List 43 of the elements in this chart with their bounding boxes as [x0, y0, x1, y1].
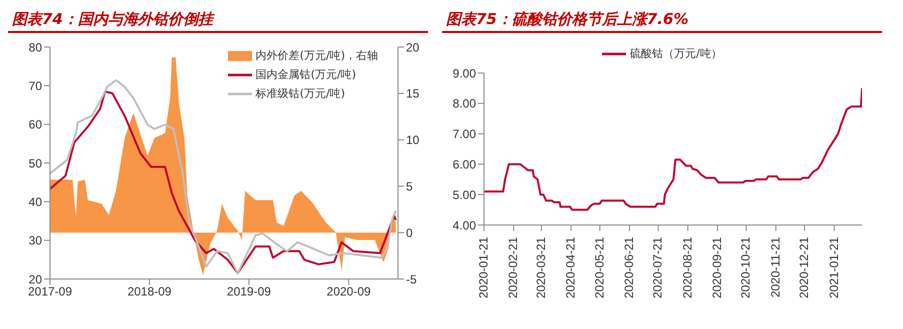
y-tick-label: 8.00	[452, 96, 476, 111]
x-tick-label: 2020-07-21	[650, 236, 665, 298]
legend-label: 国内金属钴(万元/吨)	[256, 67, 356, 82]
x-tick-label: 2020-10-21	[738, 236, 753, 298]
chart-title: 图表75：硫酸钴价格节后上涨7.6%	[442, 8, 882, 33]
legend-label: 内外价差(万元/吨)，右轴	[256, 48, 378, 63]
y-tick-label: 20	[28, 272, 42, 286]
legend-label: 硫酸钴（万元/吨）	[630, 46, 722, 61]
y2-tick-label: 5	[406, 179, 413, 194]
y2-tick-label: 20	[406, 40, 420, 54]
y-tick-label: 4.00	[452, 218, 476, 232]
legend-label: 标准级钴(万元/吨)	[256, 86, 345, 101]
x-tick-label: 2020-06-21	[622, 236, 636, 298]
y-tick-label: 70	[28, 78, 42, 93]
x-tick-label: 2018-09	[127, 284, 172, 299]
x-tick-label: 2020-02-21	[506, 236, 520, 298]
y-tick-label: 30	[28, 234, 42, 248]
x-tick-label: 2021-01-21	[826, 236, 841, 298]
chart-title: 图表74：国内与海外钴价倒挂	[8, 8, 428, 33]
y-tick-label: 5.00	[452, 188, 476, 202]
x-tick-label: 2020-08-21	[680, 236, 694, 298]
y-tick-label: 9.00	[452, 66, 476, 80]
x-tick-label: 2020-09	[326, 284, 372, 299]
x-tick-label: 2019-09	[226, 284, 272, 299]
y-tick-label: 40	[28, 194, 42, 209]
x-tick-label: 2020-05-21	[592, 236, 606, 298]
x-tick-label: 2020-01-21	[476, 236, 491, 298]
y2-tick-label: -5	[406, 272, 417, 286]
x-tick-label: 2020-03-21	[534, 236, 548, 298]
line-series	[484, 87, 862, 211]
y-tick-label: 6.00	[452, 157, 476, 172]
y2-tick-label: 15	[406, 86, 420, 101]
y2-tick-label: 0	[406, 226, 413, 240]
x-tick-label: 2017-09	[28, 284, 72, 299]
y2-tick-label: 10	[406, 133, 420, 148]
y-tick-label: 50	[28, 156, 42, 170]
y-tick-label: 80	[28, 40, 42, 54]
y-tick-label: 7.00	[452, 127, 476, 142]
x-tick-label: 2020-09-21	[710, 236, 724, 298]
x-tick-label: 2020-04-21	[564, 236, 578, 298]
x-tick-label: 2020-11-21	[768, 236, 782, 298]
y-tick-label: 60	[28, 118, 42, 132]
x-tick-label: 2020-12-21	[797, 236, 812, 298]
